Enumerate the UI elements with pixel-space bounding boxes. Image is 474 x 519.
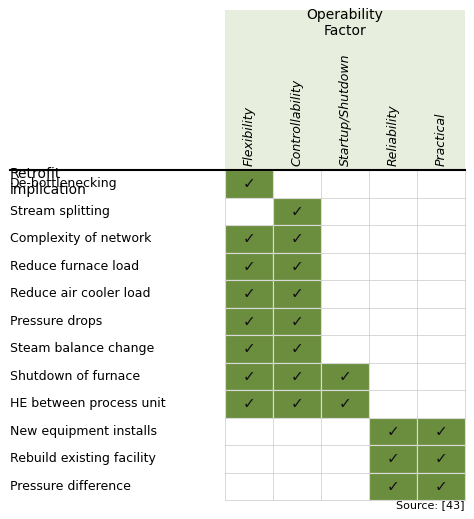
- Bar: [417, 417, 465, 445]
- Text: ✓: ✓: [435, 479, 447, 494]
- Bar: [225, 253, 273, 280]
- Text: ✓: ✓: [338, 396, 351, 411]
- Text: ✓: ✓: [291, 396, 303, 411]
- Text: ✓: ✓: [387, 424, 400, 439]
- Text: HE between process unit: HE between process unit: [10, 397, 165, 410]
- Text: Complexity of network: Complexity of network: [10, 232, 151, 245]
- Bar: [369, 417, 417, 445]
- Text: ✓: ✓: [291, 342, 303, 356]
- Bar: [225, 225, 273, 253]
- Text: ✓: ✓: [243, 231, 255, 246]
- Text: ✓: ✓: [387, 451, 400, 466]
- Bar: [321, 362, 369, 390]
- Text: Practical: Practical: [435, 113, 447, 166]
- Bar: [225, 307, 273, 335]
- Text: Pressure difference: Pressure difference: [10, 480, 131, 493]
- Text: ✓: ✓: [338, 369, 351, 384]
- Bar: [417, 445, 465, 472]
- Bar: [273, 335, 321, 362]
- Bar: [273, 225, 321, 253]
- Bar: [273, 390, 321, 417]
- Text: Reduce furnace load: Reduce furnace load: [10, 260, 139, 273]
- Text: Pressure drops: Pressure drops: [10, 315, 102, 328]
- Text: Reliability: Reliability: [386, 104, 400, 166]
- Text: Retrofit
implication: Retrofit implication: [10, 167, 87, 197]
- Text: ✓: ✓: [243, 314, 255, 329]
- Text: ✓: ✓: [291, 314, 303, 329]
- Text: ✓: ✓: [435, 451, 447, 466]
- Text: ✓: ✓: [435, 424, 447, 439]
- Text: Controllability: Controllability: [291, 79, 303, 166]
- Bar: [273, 307, 321, 335]
- Text: New equipment installs: New equipment installs: [10, 425, 157, 438]
- Bar: [417, 472, 465, 500]
- Bar: [225, 335, 273, 362]
- Text: Reduce air cooler load: Reduce air cooler load: [10, 287, 151, 301]
- Text: Source: [43]: Source: [43]: [396, 500, 465, 510]
- Text: ✓: ✓: [291, 231, 303, 246]
- Text: Rebuild existing facility: Rebuild existing facility: [10, 452, 156, 465]
- Bar: [225, 362, 273, 390]
- Bar: [225, 170, 273, 198]
- Bar: [321, 390, 369, 417]
- Text: Steam balance change: Steam balance change: [10, 342, 154, 355]
- Text: ✓: ✓: [243, 342, 255, 356]
- Bar: [225, 280, 273, 307]
- Text: ✓: ✓: [291, 369, 303, 384]
- Text: ✓: ✓: [243, 369, 255, 384]
- Text: De-bottlenecking: De-bottlenecking: [10, 177, 118, 190]
- Bar: [273, 198, 321, 225]
- Text: Startup/Shutdown: Startup/Shutdown: [338, 53, 352, 166]
- Text: Stream splitting: Stream splitting: [10, 205, 110, 218]
- Bar: [273, 253, 321, 280]
- Bar: [225, 10, 465, 170]
- Text: Operability
Factor: Operability Factor: [307, 8, 383, 38]
- Bar: [225, 390, 273, 417]
- Text: ✓: ✓: [243, 396, 255, 411]
- Text: ✓: ✓: [243, 259, 255, 274]
- Bar: [369, 472, 417, 500]
- Text: ✓: ✓: [243, 176, 255, 191]
- Bar: [273, 280, 321, 307]
- Text: ✓: ✓: [291, 259, 303, 274]
- Text: ✓: ✓: [243, 286, 255, 301]
- Text: ✓: ✓: [291, 286, 303, 301]
- Text: ✓: ✓: [291, 204, 303, 218]
- Text: Shutdown of furnace: Shutdown of furnace: [10, 370, 140, 383]
- Bar: [369, 445, 417, 472]
- Text: ✓: ✓: [387, 479, 400, 494]
- Bar: [273, 362, 321, 390]
- Text: Flexibility: Flexibility: [243, 106, 255, 166]
